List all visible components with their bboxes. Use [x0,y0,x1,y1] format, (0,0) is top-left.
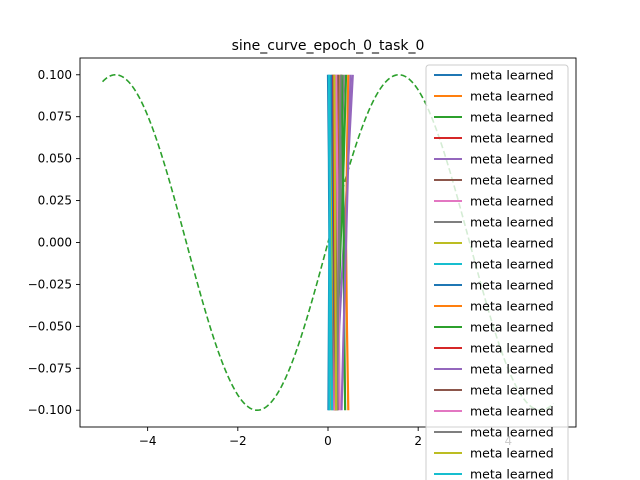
series-line-19 [333,74,338,411]
legend-label: meta learned [470,257,554,272]
y-tick-label: −0.075 [28,361,72,375]
legend-label: meta learned [470,131,554,146]
legend-label: meta learned [470,236,554,251]
x-tick-label: −2 [229,434,247,448]
legend-label: meta learned [470,278,554,293]
y-tick-label: −0.025 [28,277,72,291]
y-tick-label: 0.000 [38,236,72,250]
legend-label: meta learned [470,341,554,356]
y-tick-label: −0.050 [28,319,72,333]
legend-label: meta learned [470,152,554,167]
series-line-20 [327,74,334,411]
y-tick-label: 0.050 [38,152,72,166]
y-axis: 0.100 0.075 0.050 0.025 0.000 −0.025 −0.050 −0.… [28,68,80,417]
y-tick-label: 0.025 [38,194,72,208]
legend-label: meta learned [470,110,554,125]
legend-label: meta learned [470,467,554,480]
legend-label: meta learned [470,89,554,104]
legend-box [425,64,569,480]
chart-title: sine_curve_epoch_0_task_0 [232,38,425,54]
y-tick-label: 0.100 [38,68,72,82]
y-tick-label: 0.075 [38,110,72,124]
x-tick-label: 0 [324,434,332,448]
y-tick-label: −0.100 [28,403,72,417]
legend-label: meta learned [470,320,554,335]
legend: meta learned meta learned meta learned meta… [425,64,569,480]
series-line-13 [340,74,347,411]
legend-label: meta learned [470,383,554,398]
legend-label: meta learned [470,446,554,461]
x-tick-label: 2 [414,434,422,448]
series-line-18 [335,74,342,411]
series-line-15 [340,74,352,411]
legend-label: meta learned [470,425,554,440]
legend-label: meta learned [470,173,554,188]
legend-label: meta learned [470,194,554,209]
legend-label: meta learned [470,404,554,419]
legend-label: meta learned [470,68,554,83]
plot-lines [101,73,555,412]
legend-label: meta learned [470,215,554,230]
legend-label: meta learned [470,299,554,314]
legend-label: meta learned [470,362,554,377]
x-tick-label: −4 [139,434,157,448]
